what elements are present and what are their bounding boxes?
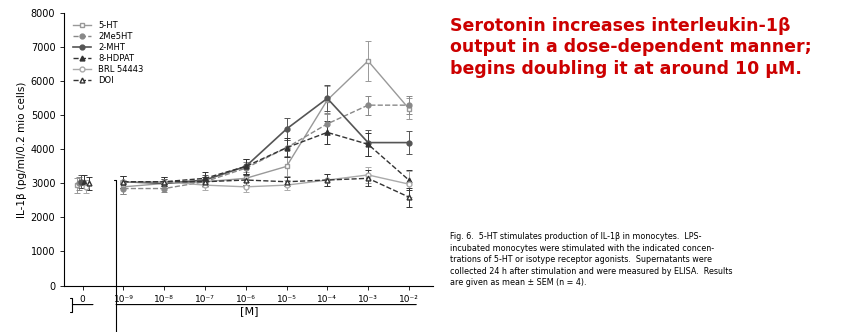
X-axis label: [M]: [M] — [239, 306, 258, 316]
Text: Fig. 6.  5-HT stimulates production of IL-1β in monocytes.  LPS-
incubated monoc: Fig. 6. 5-HT stimulates production of IL… — [450, 232, 733, 287]
Y-axis label: IL-1β (pg/ml/0.2 mio cells): IL-1β (pg/ml/0.2 mio cells) — [16, 81, 27, 217]
Legend: 5-HT, 2Me5HT, 2-MHT, 8-HDPAT, BRL 54443, DOI: 5-HT, 2Me5HT, 2-MHT, 8-HDPAT, BRL 54443,… — [72, 20, 144, 86]
Text: Serotonin increases interleukin-1β
output in a dose-dependent manner;
begins dou: Serotonin increases interleukin-1β outpu… — [450, 17, 812, 78]
